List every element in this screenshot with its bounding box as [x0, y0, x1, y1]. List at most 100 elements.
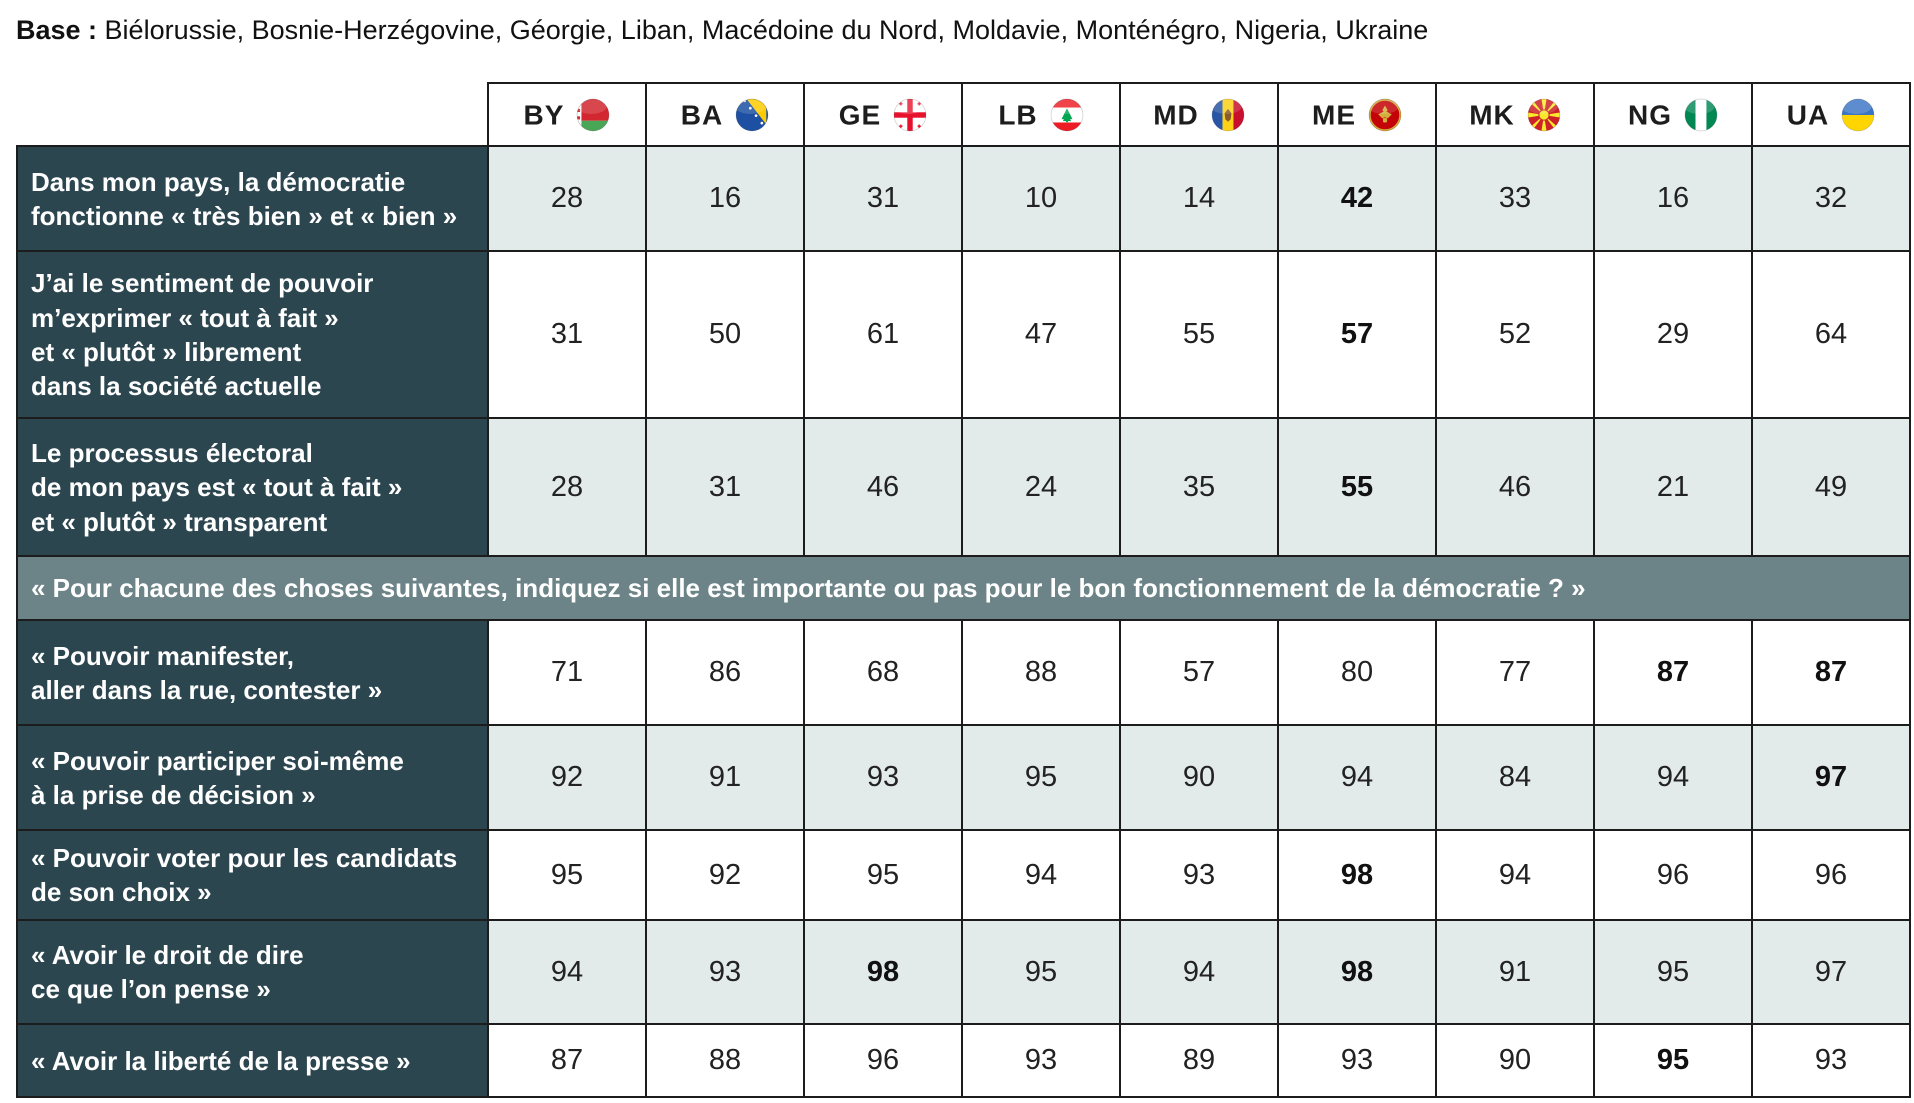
column-header-me: ME — [1277, 82, 1437, 148]
corner-cell — [17, 83, 488, 147]
lebanon-flag-icon — [1050, 98, 1083, 132]
table-row: « Avoir la liberté de la presse » 87 88 96 9… — [16, 1023, 1911, 1099]
value-cell: 80 — [1277, 619, 1437, 727]
value-cell: 94 — [1593, 724, 1753, 832]
value-cell: 86 — [645, 619, 805, 727]
value-cell: 55 — [1277, 417, 1437, 558]
belarus-flag-icon — [577, 98, 610, 132]
value-cell: 94 — [961, 829, 1121, 922]
ukraine-flag-icon — [1841, 98, 1875, 132]
column-header-ua: UA — [1751, 82, 1911, 148]
value-cell: 91 — [1435, 919, 1595, 1026]
table-row: « Pouvoir voter pour les candidats de so… — [16, 829, 1911, 922]
value-cell: 47 — [961, 250, 1121, 420]
value-cell: 94 — [1119, 919, 1279, 1026]
value-cell: 93 — [645, 919, 805, 1026]
country-code: MK — [1469, 99, 1515, 131]
value-cell: 52 — [1435, 250, 1595, 420]
country-code: BA — [680, 99, 724, 131]
value-cell: 32 — [1751, 145, 1911, 253]
value-cell: 87 — [1751, 619, 1911, 727]
base-note: Base : Biélorussie, Bosnie-Herzégovine, … — [16, 14, 1914, 46]
base-note-countries: Biélorussie, Bosnie-Herzégovine, Géorgie… — [97, 15, 1429, 45]
country-header-row: BY BA GE LB MD ME MK NG — [17, 82, 1911, 148]
country-code: NG — [1628, 99, 1672, 131]
value-cell: 55 — [1119, 250, 1279, 420]
value-cell: 93 — [1277, 1023, 1437, 1099]
value-cell: 93 — [1751, 1023, 1911, 1099]
value-cell: 90 — [1435, 1023, 1595, 1099]
value-cell: 68 — [803, 619, 963, 727]
value-cell: 95 — [1593, 919, 1753, 1026]
value-cell: 92 — [487, 724, 647, 832]
table-row: Le processus électoral de mon pays est «… — [16, 417, 1911, 558]
value-cell: 94 — [487, 919, 647, 1026]
row-label: Le processus électoral de mon pays est «… — [16, 417, 489, 558]
value-cell: 94 — [1277, 724, 1437, 832]
value-cell: 31 — [645, 417, 805, 558]
moldova-flag-icon — [1211, 98, 1245, 132]
value-cell: 84 — [1435, 724, 1595, 832]
value-cell: 42 — [1277, 145, 1437, 253]
country-code: GE — [838, 99, 882, 131]
country-code: ME — [1312, 99, 1356, 131]
value-cell: 95 — [1593, 1023, 1753, 1099]
value-cell: 96 — [1751, 829, 1911, 922]
value-cell: 31 — [487, 250, 647, 420]
section-header-label: « Pour chacune des choses suivantes, ind… — [16, 555, 1911, 622]
value-cell: 95 — [961, 919, 1121, 1026]
value-cell: 87 — [1593, 619, 1753, 727]
value-cell: 94 — [1435, 829, 1595, 922]
row-label: « Pouvoir manifester, aller dans la rue,… — [16, 619, 489, 727]
value-cell: 28 — [487, 145, 647, 253]
country-code: BY — [523, 99, 565, 131]
value-cell: 24 — [961, 417, 1121, 558]
table-row: « Pouvoir participer soi-même à la prise… — [16, 724, 1911, 832]
row-label: « Pouvoir voter pour les candidats de so… — [16, 829, 489, 922]
value-cell: 28 — [487, 417, 647, 558]
value-cell: 61 — [803, 250, 963, 420]
value-cell: 93 — [803, 724, 963, 832]
value-cell: 35 — [1119, 417, 1279, 558]
row-label: « Avoir la liberté de la presse » — [16, 1023, 489, 1099]
column-header-mk: MK — [1435, 82, 1595, 148]
north-macedonia-flag-icon — [1527, 98, 1561, 132]
bosnia-herzegovina-flag-icon — [735, 98, 769, 132]
georgia-flag-icon — [893, 98, 927, 132]
value-cell: 96 — [803, 1023, 963, 1099]
value-cell: 98 — [1277, 919, 1437, 1026]
value-cell: 87 — [487, 1023, 647, 1099]
value-cell: 93 — [961, 1023, 1121, 1099]
table-row: « Pouvoir manifester, aller dans la rue,… — [16, 619, 1911, 727]
value-cell: 16 — [645, 145, 805, 253]
country-code: LB — [998, 99, 1038, 131]
row-label: J’ai le sentiment de pouvoir m’exprimer … — [16, 250, 489, 420]
country-code: MD — [1153, 99, 1199, 131]
column-header-ge: GE — [803, 82, 963, 148]
value-cell: 88 — [645, 1023, 805, 1099]
value-cell: 16 — [1593, 145, 1753, 253]
value-cell: 96 — [1593, 829, 1753, 922]
column-header-ng: NG — [1593, 82, 1753, 148]
value-cell: 95 — [803, 829, 963, 922]
value-cell: 97 — [1751, 919, 1911, 1026]
value-cell: 57 — [1119, 619, 1279, 727]
value-cell: 33 — [1435, 145, 1595, 253]
value-cell: 50 — [645, 250, 805, 420]
value-cell: 95 — [961, 724, 1121, 832]
value-cell: 57 — [1277, 250, 1437, 420]
column-header-md: MD — [1119, 82, 1279, 148]
table-row: Dans mon pays, la démocratie fonctionne … — [16, 145, 1911, 253]
nigeria-flag-icon — [1684, 98, 1718, 132]
row-label: « Avoir le droit de dire ce que l’on pen… — [16, 919, 489, 1026]
survey-table: BY BA GE LB MD ME MK NG — [16, 82, 1911, 1099]
row-label: Dans mon pays, la démocratie fonctionne … — [16, 145, 489, 253]
value-cell: 95 — [487, 829, 647, 922]
value-cell: 49 — [1751, 417, 1911, 558]
value-cell: 46 — [1435, 417, 1595, 558]
value-cell: 71 — [487, 619, 647, 727]
value-cell: 14 — [1119, 145, 1279, 253]
country-code: UA — [1786, 99, 1830, 131]
value-cell: 97 — [1751, 724, 1911, 832]
montenegro-flag-icon — [1368, 98, 1402, 132]
